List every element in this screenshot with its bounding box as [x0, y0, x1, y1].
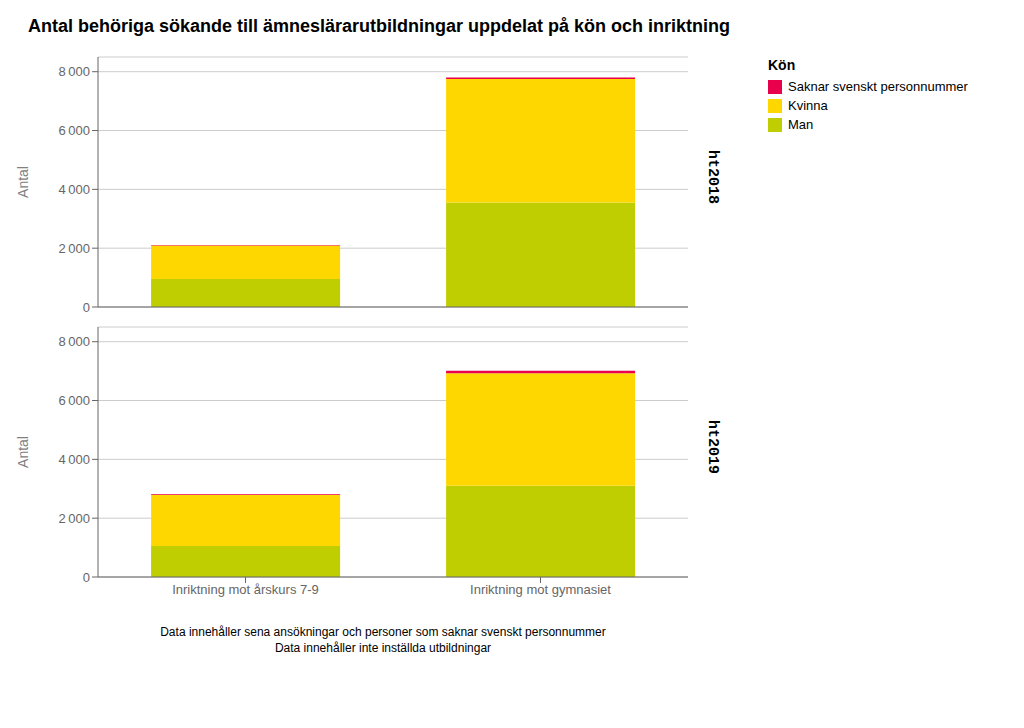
html-text:Antal behöriga sökande till äm: Antal behöriga sökande till ämneslärarut…: [28, 16, 731, 36]
html-text:Kvinna: Kvinna: [788, 98, 828, 113]
svg-text:Antal: Antal: [15, 166, 31, 198]
html-text:ht2018: ht2018: [704, 150, 721, 204]
svg-text:2 000: 2 000: [58, 241, 90, 256]
svg-text:4 000: 4 000: [58, 452, 90, 467]
svg-text:0: 0: [83, 570, 90, 585]
svg-text:Inriktning mot årskurs 7-9: Inriktning mot årskurs 7-9: [172, 582, 319, 597]
svg-text:8 000: 8 000: [58, 334, 90, 349]
html-text:Man: Man: [788, 117, 814, 132]
svg-text:2 000: 2 000: [58, 511, 90, 526]
html-text:Saknar svenskt personnummer: Saknar svenskt personnummer: [788, 79, 968, 94]
svg-text:0: 0: [83, 300, 90, 315]
html-text:ht2019: ht2019: [704, 420, 721, 474]
html-text:Kön: Kön: [768, 57, 796, 73]
svg-text:6 000: 6 000: [58, 393, 90, 408]
html-text:Data innehåller inte inställda: Data innehåller inte inställda utbildnin…: [274, 641, 492, 655]
svg-text:4 000: 4 000: [58, 182, 90, 197]
svg-text:8 000: 8 000: [58, 64, 90, 79]
svg-text:6 000: 6 000: [58, 123, 90, 138]
html-text:Data innehåller sena ansökning: Data innehåller sena ansökningar och per…: [160, 625, 606, 639]
svg-text:Antal: Antal: [15, 436, 31, 468]
svg-text:Inriktning mot gymnasiet: Inriktning mot gymnasiet: [470, 582, 611, 597]
